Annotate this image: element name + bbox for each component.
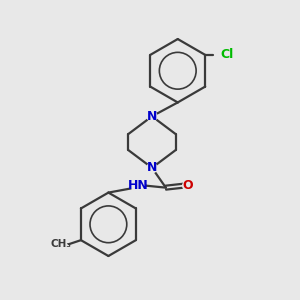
- Circle shape: [183, 181, 193, 190]
- Circle shape: [147, 111, 157, 121]
- Circle shape: [131, 179, 145, 193]
- Text: N: N: [147, 161, 157, 174]
- Text: N: N: [147, 110, 157, 123]
- Text: CH₃: CH₃: [51, 239, 72, 249]
- Text: Cl: Cl: [220, 48, 233, 62]
- Circle shape: [147, 163, 157, 173]
- Text: O: O: [182, 179, 193, 192]
- Text: HN: HN: [128, 179, 148, 192]
